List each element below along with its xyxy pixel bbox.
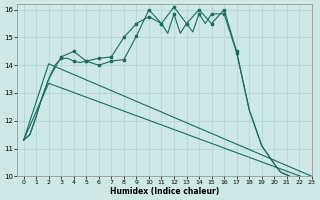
X-axis label: Humidex (Indice chaleur): Humidex (Indice chaleur) xyxy=(110,187,219,196)
